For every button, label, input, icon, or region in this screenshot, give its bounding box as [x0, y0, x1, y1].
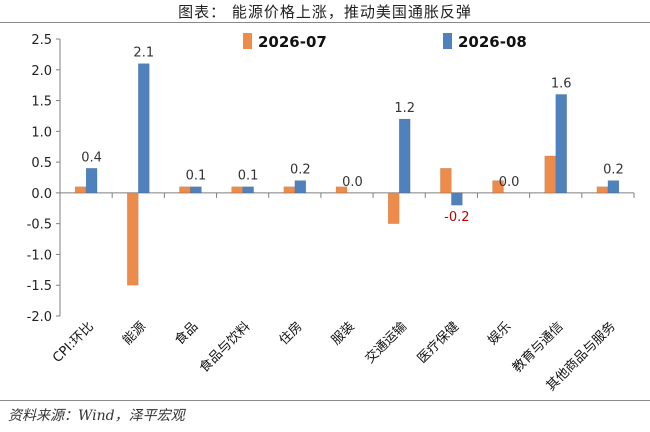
bar-2026-08 [607, 180, 620, 194]
source-note: 资料来源：Wind，泽平宏观 [8, 408, 185, 424]
y-tick-label: 2.0 [31, 64, 52, 79]
x-tick-label: 医疗保健 [415, 319, 462, 366]
bar-2026-07 [387, 192, 400, 224]
title-divider [0, 22, 650, 23]
y-tick-label: -0.5 [27, 218, 52, 233]
x-tick-label: CPI:环比 [50, 319, 97, 366]
data-label: 0.0 [342, 175, 363, 190]
source-divider [0, 400, 650, 401]
x-tick-label: 住房 [276, 319, 306, 349]
x-tick-label: 交通运输 [362, 319, 410, 367]
x-tick-label: 服装 [329, 319, 358, 348]
x-tick-label: 能源 [120, 319, 149, 348]
y-tick-label: 1.0 [31, 125, 52, 140]
bar-2026-07 [492, 180, 504, 194]
bar-2026-08 [294, 180, 307, 194]
y-tick-label: 1.5 [31, 95, 52, 110]
y-tick-label: -1.5 [27, 279, 52, 294]
bar-2026-07 [440, 168, 452, 194]
x-tick-label: 食品与饮料 [196, 319, 253, 376]
x-tick-label: 食品 [172, 319, 202, 349]
bar-2026-08 [242, 186, 254, 194]
bar-chart: 2.5 2.0 1.5 1.0 0.5 0.0 -0.5 -1.0 -1.5 -2.0 0.4 CPI… [27, 33, 635, 394]
y-tick-label: -1.0 [27, 248, 52, 263]
legend-swatch-2026-07 [243, 33, 252, 49]
bar-2026-07 [231, 186, 243, 194]
bar-2026-07 [544, 155, 556, 194]
x-tick-label: 娱乐 [485, 319, 514, 348]
bar-2026-08 [138, 63, 150, 194]
y-tick-label: 2.5 [31, 33, 52, 48]
data-label: 1.6 [551, 76, 572, 91]
data-label: 0.1 [186, 169, 207, 184]
y-tick-label: 0.5 [31, 156, 52, 171]
legend-label-2026-07: 2026-07 [258, 33, 327, 51]
bar-2026-07 [335, 186, 348, 194]
y-tick-label: 0.0 [31, 187, 52, 202]
data-label: 2.1 [133, 46, 154, 61]
data-label: 0.2 [290, 163, 311, 178]
bar-2026-07 [179, 186, 191, 194]
bar-2026-07 [596, 186, 609, 194]
bar-2026-08 [398, 118, 411, 194]
data-label: 0.4 [81, 150, 102, 165]
data-label: 0.1 [238, 169, 259, 184]
bar-2026-08 [85, 168, 98, 194]
bar-2026-07 [283, 186, 296, 194]
data-label: 0.2 [603, 163, 624, 178]
bar-2026-08 [190, 186, 202, 194]
legend-label-2026-08: 2026-08 [458, 33, 527, 51]
bar-2026-08 [451, 192, 463, 206]
legend-swatch-2026-08 [443, 33, 452, 49]
bar-2026-07 [74, 186, 87, 194]
bar-2026-07 [127, 192, 139, 286]
bar-2026-08 [555, 94, 567, 194]
y-tick-label: -2.0 [27, 310, 52, 325]
data-label: -0.2 [444, 210, 469, 225]
chart-title: 图表： 能源价格上涨，推动美国通胀反弹 [178, 3, 472, 21]
x-tick-label: 教育与通信 [509, 319, 566, 376]
data-label: 1.2 [394, 101, 415, 116]
data-label: 0.0 [499, 175, 520, 190]
